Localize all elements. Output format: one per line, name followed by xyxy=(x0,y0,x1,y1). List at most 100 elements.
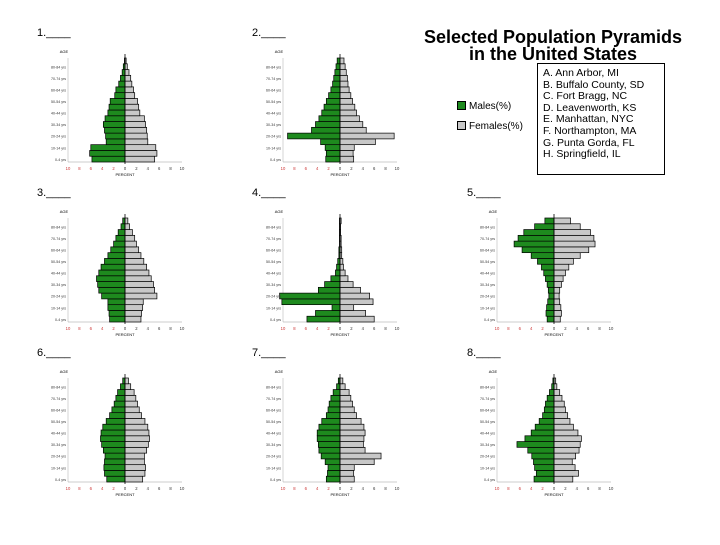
x-tick-label: 6 xyxy=(587,326,590,331)
chart-number-label: 7.____ xyxy=(252,347,287,359)
x-tick-label: 4 xyxy=(362,166,365,171)
bar-male-65-69-yrs xyxy=(513,240,555,248)
bar-female-40-44-yrs xyxy=(553,429,579,437)
bar-male-30-34-yrs xyxy=(317,441,341,448)
bar-male-40-44-yrs xyxy=(98,269,126,277)
bar-male-75-79-yrs xyxy=(549,389,555,396)
bar-male-75-79-yrs xyxy=(117,389,126,396)
bar-female-65-69-yrs xyxy=(553,400,565,408)
bar-male-35-39-yrs xyxy=(318,115,341,122)
bar-female-45-49-yrs xyxy=(553,263,570,271)
age-tick-label: 40-44 yrs xyxy=(266,272,281,276)
bar-female-40-44-yrs xyxy=(339,429,366,437)
x-tick-label: 10 xyxy=(66,166,71,171)
bar-female-60-64-yrs xyxy=(553,246,590,254)
age-axis-title: AGE xyxy=(60,369,69,374)
age-tick-label: 40-44 yrs xyxy=(480,432,495,436)
bar-female-15-19-yrs xyxy=(339,458,375,466)
x-tick-label: 6 xyxy=(90,166,93,171)
age-tick-label: 80-84 yrs xyxy=(266,385,281,389)
age-tick-label: 20-24 yrs xyxy=(51,295,66,299)
pyramid-chart-1: 1.____ AGE 0-4 yrs 10-14 yrs 20-24 yrs 30-34 … xyxy=(37,27,185,177)
bar-female-65-69-yrs xyxy=(124,400,138,408)
bar-male-70-74-yrs xyxy=(330,394,341,402)
legend: Males(%) Females(%) xyxy=(452,97,530,141)
bar-female-40-44-yrs xyxy=(339,109,357,117)
key-item: C. Fort Bragg, NC xyxy=(543,90,628,103)
bar-male-25-29-yrs xyxy=(104,126,126,134)
age-tick-label: 50-54 yrs xyxy=(480,260,495,264)
bar-female-75-79-yrs xyxy=(124,389,135,396)
chart-number-label: 3.____ xyxy=(37,187,72,199)
x-tick-label: 8 xyxy=(384,486,387,491)
bar-male-30-34-yrs xyxy=(315,121,341,128)
age-tick-label: 30-34 yrs xyxy=(266,123,281,127)
age-axis-title: AGE xyxy=(275,49,284,54)
bar-male-45-49-yrs xyxy=(108,103,126,111)
age-tick-label: 30-34 yrs xyxy=(51,283,66,287)
x-tick-label: 6 xyxy=(305,486,308,491)
x-tick-label: 10 xyxy=(180,166,185,171)
x-tick-label: 8 xyxy=(507,486,510,491)
x-tick-label: 10 xyxy=(395,166,400,171)
key-item: D. Leavenworth, KS xyxy=(543,101,637,114)
bar-male-55-59-yrs xyxy=(107,252,126,259)
x-tick-label: 4 xyxy=(147,166,150,171)
bar-female-60-64-yrs xyxy=(124,246,140,254)
bar-male-65-69-yrs xyxy=(118,80,126,88)
bar-male-55-59-yrs xyxy=(530,252,555,259)
bar-male-5-9-yrs xyxy=(535,470,555,477)
x-tick-label: 10 xyxy=(609,486,614,491)
x-tick-label: 4 xyxy=(101,166,104,171)
bar-male-55-59-yrs xyxy=(109,412,126,419)
bar-female-30-34-yrs xyxy=(124,121,146,128)
x-tick-label: 2 xyxy=(327,326,330,331)
bar-male-65-69-yrs xyxy=(113,240,126,248)
bar-female-20-24-yrs xyxy=(339,132,395,140)
bar-female-10-14-yrs xyxy=(339,144,355,151)
age-tick-label: 10-14 yrs xyxy=(51,146,66,150)
key-item: A. Ann Arbor, MI xyxy=(543,67,619,79)
age-tick-label: 70-74 yrs xyxy=(480,237,495,241)
bar-male-65-69-yrs xyxy=(332,80,341,88)
bar-male-25-29-yrs xyxy=(311,126,341,134)
bar-male-15-19-yrs xyxy=(547,298,555,306)
x-tick-label: 8 xyxy=(169,486,172,491)
age-tick-label: 50-54 yrs xyxy=(266,100,281,104)
bar-male-30-34-yrs xyxy=(516,441,555,448)
x-tick-label: 0 xyxy=(339,166,342,171)
bar-male-20-24-yrs xyxy=(320,452,341,460)
age-tick-label: 40-44 yrs xyxy=(51,432,66,436)
x-tick-label: 2 xyxy=(350,326,353,331)
bar-female-40-44-yrs xyxy=(553,269,566,277)
bar-female-65-69-yrs xyxy=(339,400,353,408)
chart-number-label: 2.____ xyxy=(252,27,287,39)
legend-item-males: Males(%) xyxy=(457,101,511,112)
bar-male-10-14-yrs xyxy=(107,304,126,311)
bar-female-45-49-yrs xyxy=(553,423,574,431)
bar-male-70-74-yrs xyxy=(333,74,341,82)
bar-female-20-24-yrs xyxy=(339,452,382,460)
x-tick-label: 10 xyxy=(281,326,286,331)
bar-female-20-24-yrs xyxy=(124,292,158,300)
bar-male-0-4-yrs xyxy=(325,155,341,163)
bar-male-0-4-yrs xyxy=(533,475,555,483)
x-axis-title: PERCENT xyxy=(115,172,135,177)
bar-female-45-49-yrs xyxy=(124,263,148,271)
age-tick-label: 20-24 yrs xyxy=(480,455,495,459)
x-tick-label: 6 xyxy=(158,166,161,171)
bar-female-30-34-yrs xyxy=(339,281,354,288)
bar-male-30-34-yrs xyxy=(97,281,126,288)
x-axis-title: PERCENT xyxy=(330,172,350,177)
bar-female-30-34-yrs xyxy=(124,441,149,448)
age-tick-label: 80-84 yrs xyxy=(51,225,66,229)
bar-male-5-9-yrs xyxy=(545,310,555,317)
x-tick-label: 0 xyxy=(124,166,127,171)
x-tick-label: 6 xyxy=(519,486,522,491)
bar-male-70-74-yrs xyxy=(115,394,126,402)
bar-male-0-4-yrs xyxy=(91,155,126,163)
bar-male-20-24-yrs xyxy=(105,132,126,140)
bar-male-85-yrs xyxy=(544,217,555,225)
x-tick-label: 8 xyxy=(384,326,387,331)
answer-key-list: A. Ann Arbor, MI B. Buffalo County, SD C… xyxy=(538,64,664,161)
